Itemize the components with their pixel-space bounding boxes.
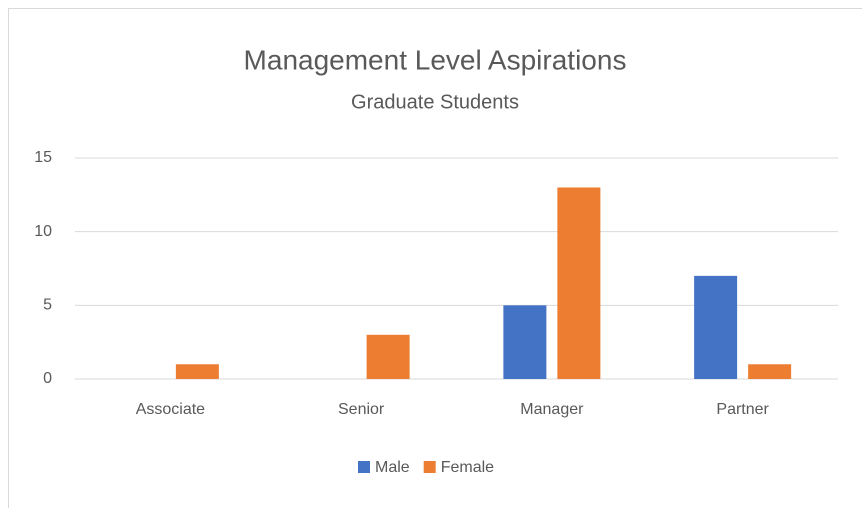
y-tick-label: 10	[34, 223, 52, 240]
x-tick-label: Manager	[520, 401, 584, 418]
x-tick-label: Partner	[716, 401, 769, 418]
y-tick-label: 15	[34, 149, 52, 166]
chart-subtitle: Graduate Students	[351, 91, 519, 113]
bar	[366, 334, 410, 379]
y-tick-label: 0	[43, 370, 52, 387]
y-tick-label: 5	[43, 297, 52, 314]
chart-border	[8, 8, 862, 508]
legend-label: Male	[375, 459, 410, 476]
bar	[503, 305, 547, 379]
legend-label: Female	[441, 459, 494, 476]
x-tick-label: Associate	[136, 401, 205, 418]
bar	[694, 275, 738, 379]
legend-swatch	[358, 461, 370, 473]
legend-swatch	[423, 461, 436, 473]
bar	[557, 187, 601, 379]
chart-title: Management Level Aspirations	[244, 44, 627, 75]
bar	[748, 364, 792, 379]
bar	[175, 364, 219, 379]
x-tick-label: Senior	[338, 401, 385, 418]
